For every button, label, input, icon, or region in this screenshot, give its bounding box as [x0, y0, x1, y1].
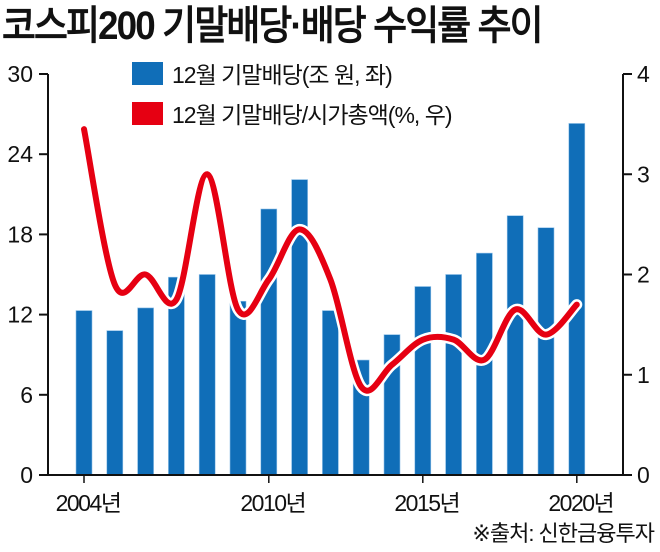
right-tick-label: 2: [637, 262, 650, 288]
line-series: [78, 123, 583, 396]
bar-2010: [260, 208, 278, 476]
right-tick-label: 4: [637, 61, 650, 87]
legend-label-line: 12월 기말배당/시가총액(%, 우): [172, 102, 452, 128]
x-tick-label: 2015년: [394, 490, 459, 516]
x-tick-label: 2010년: [240, 490, 305, 516]
bar-2016: [445, 274, 462, 476]
legend: 12월 기말배당(조 원, 좌) 12월 기말배당/시가총액(%, 우): [132, 62, 453, 128]
chart-title: 코스피200 기말배당·배당 수익률 추이: [2, 4, 544, 48]
bar-2009: [229, 300, 247, 476]
bar-2006: [137, 307, 154, 476]
left-tick-label: 0: [20, 462, 33, 488]
left-tick-label: 24: [7, 141, 33, 167]
bar-2012: [322, 310, 339, 476]
bar-2005: [106, 330, 124, 476]
legend-swatch-line: [132, 102, 163, 125]
bar-2018: [506, 215, 524, 476]
bar-2019: [537, 227, 555, 476]
x-tick-label: 2020년: [548, 490, 613, 516]
left-tick-label: 12: [7, 302, 33, 328]
left-tick-label: 30: [7, 61, 33, 87]
line-path: [81, 126, 580, 394]
x-tick-label: 2004년: [56, 490, 121, 516]
bar-series: [75, 123, 586, 476]
right-tick-label: 3: [637, 161, 650, 187]
bar-2015: [414, 286, 432, 476]
right-tick-label: 0: [637, 462, 650, 488]
right-tick-label: 1: [637, 362, 650, 388]
legend-swatch-bars: [132, 62, 163, 85]
source-note: ※출처: 신한금융투자: [472, 521, 655, 546]
legend-label-bars: 12월 기말배당(조 원, 좌): [172, 62, 392, 88]
left-tick-label: 6: [20, 382, 33, 408]
left-tick-label: 18: [7, 221, 33, 247]
bar-2004: [75, 310, 93, 476]
bar-2008: [198, 274, 216, 476]
